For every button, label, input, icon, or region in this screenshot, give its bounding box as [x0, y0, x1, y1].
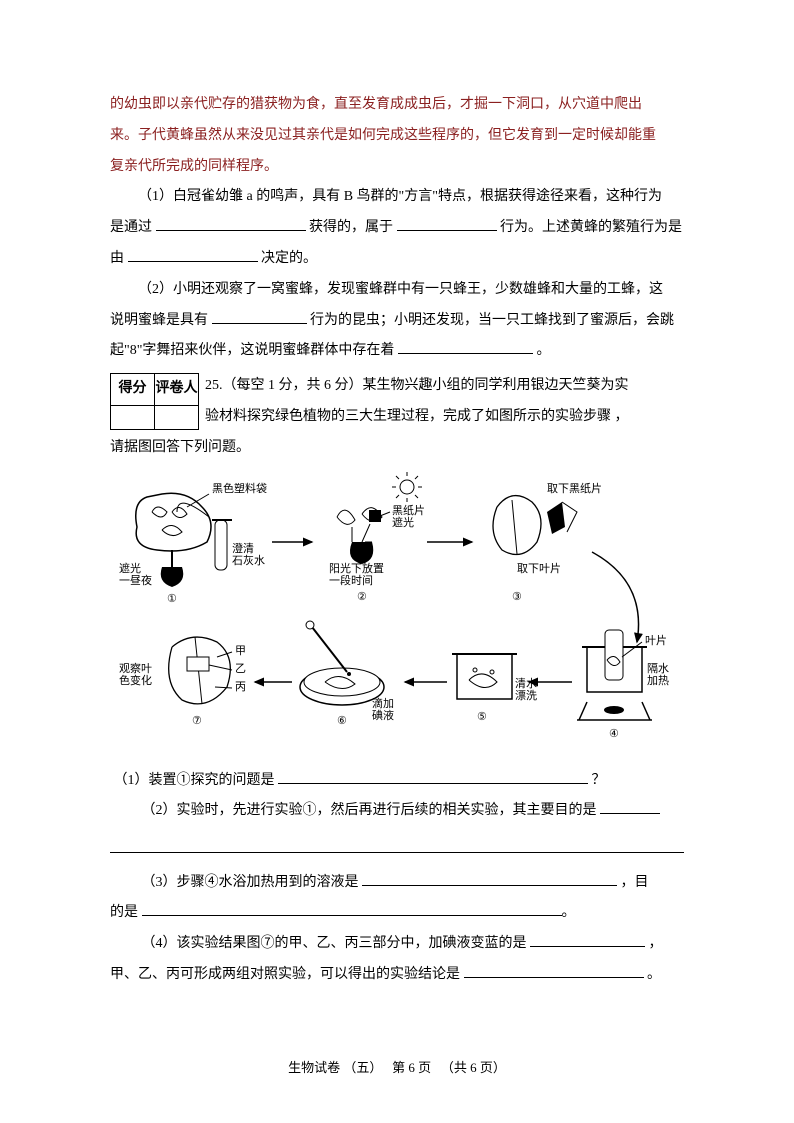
- svg-text:黑色塑料袋: 黑色塑料袋: [212, 481, 267, 495]
- svg-text:丙: 丙: [235, 681, 246, 693]
- q2-blank-1[interactable]: [212, 307, 307, 324]
- score-cell-1[interactable]: [111, 405, 155, 429]
- q25-stem-3: 请据图回答下列问题。: [110, 433, 684, 464]
- page-footer: 生物试卷 （五） 第 6 页 （共 6 页）: [0, 1054, 794, 1083]
- step-5: 清水漂洗 ⑤: [452, 654, 537, 723]
- q1-blank-1[interactable]: [156, 214, 306, 231]
- score-table: 得分 评卷人: [110, 373, 199, 430]
- experiment-diagram: 黑色塑料袋 遮光一昼夜 澄清石灰水 ① 黑纸片遮光 阳光下放置一段时间 ② 取下…: [110, 464, 684, 766]
- svg-text:④: ④: [609, 728, 619, 740]
- footer-a: 生物试卷 （五）: [288, 1060, 382, 1075]
- step-1: 黑色塑料袋 遮光一昼夜 澄清石灰水 ①: [119, 481, 267, 605]
- svg-text:取下黑纸片: 取下黑纸片: [547, 482, 602, 495]
- q2-l2b: 行为的昆虫；小明还发现，当一只工蜂找到了蜜源后，会跳: [310, 313, 674, 328]
- q25s4b: ，: [649, 936, 663, 951]
- q25-sub-1: （1）装置①探究的问题是 ？: [110, 766, 684, 797]
- q25s2-blank-b[interactable]: [110, 833, 684, 853]
- q25s1b: ？: [592, 773, 606, 788]
- q2-l2a: 说明蜜蜂是具有: [110, 313, 208, 328]
- q25s1a: （1）装置①探究的问题是: [114, 773, 275, 788]
- q1-m4: 由: [110, 251, 124, 266]
- svg-text:隔水加热: 隔水加热: [647, 662, 669, 687]
- score-cell-2[interactable]: [155, 405, 199, 429]
- step-3: 取下黑纸片 取下叶片 ③: [493, 482, 602, 603]
- intro-line-1: 的幼虫即以亲代贮存的猎获物为食，直至发育成成虫后，才掘一下洞口，从穴道中爬出: [110, 90, 684, 121]
- q25s3-blank-a[interactable]: [362, 869, 617, 886]
- q1-m2: 获得的，属于: [309, 220, 393, 235]
- step-2: 黑纸片遮光 阳光下放置一段时间 ②: [329, 472, 425, 603]
- q25s4d: 。: [647, 967, 661, 982]
- q25-sub-4b: 甲、乙、丙可形成两组对照实验，可以得出的实验结论是 。: [110, 960, 684, 991]
- q25-sub-2: （2）实验时，先进行实验①，然后再进行后续的相关实验，其主要目的是: [110, 796, 684, 827]
- svg-text:遮光一昼夜: 遮光一昼夜: [119, 561, 152, 587]
- svg-text:乙: 乙: [235, 662, 246, 675]
- q25s3b: ，目: [621, 875, 649, 890]
- q2-blank-2[interactable]: [398, 338, 533, 355]
- q1-m1: 是通过: [110, 220, 152, 235]
- score-h2: 评卷人: [155, 374, 199, 406]
- passage-intro: 的幼虫即以亲代贮存的猎获物为食，直至发育成成虫后，才掘一下洞口，从穴道中爬出 来…: [110, 90, 684, 182]
- svg-text:观察叶色变化: 观察叶色变化: [119, 661, 152, 687]
- svg-text:甲: 甲: [235, 645, 246, 657]
- q25s3-blank-b[interactable]: [142, 900, 562, 917]
- q2-l3a: 起"8"字舞招来伙伴，这说明蜜蜂群体中存在着: [110, 343, 394, 358]
- svg-text:⑥: ⑥: [337, 715, 347, 727]
- q25s1-blank[interactable]: [278, 767, 588, 784]
- q25s4c: 甲、乙、丙可形成两组对照实验，可以得出的实验结论是: [110, 967, 460, 982]
- q25s4-blank-b[interactable]: [464, 961, 644, 978]
- q25-sub-4: （4）该实验结果图⑦的甲、乙、丙三部分中，加碘液变蓝的是 ，: [110, 929, 684, 960]
- q25-sub-3: （3）步骤④水浴加热用到的溶液是 ，目: [110, 868, 684, 899]
- q1-blank-2[interactable]: [397, 214, 497, 231]
- arrow-icon: [592, 552, 639, 642]
- q1-prefix: （1）白冠雀幼雏 a 的鸣声，具有 B 鸟群的"方言"特点，根据获得途径来看，这…: [138, 189, 662, 204]
- q1-blank-3[interactable]: [128, 245, 258, 262]
- svg-text:叶片: 叶片: [645, 634, 667, 647]
- svg-text:澄清石灰水: 澄清石灰水: [232, 541, 265, 567]
- q25s2a: （2）实验时，先进行实验①，然后再进行后续的相关实验，其主要目的是: [142, 803, 597, 818]
- q25s2-blank-a[interactable]: [600, 798, 660, 815]
- svg-text:黑纸片遮光: 黑纸片遮光: [392, 504, 425, 529]
- svg-text:取下叶片: 取下叶片: [517, 562, 561, 575]
- question-2: （2）小明还观察了一窝蜜蜂，发现蜜蜂群中有一只蜂王，少数雄蜂和大量的工蜂，这 说…: [110, 275, 684, 367]
- step-4: 叶片 隔水加热 ④: [577, 630, 669, 740]
- svg-text:⑤: ⑤: [477, 711, 487, 723]
- question-25: 得分 评卷人 25.（每空 1 分，共 6 分）某生物兴趣小组的同学利用银边天竺…: [110, 371, 684, 463]
- step-7: 甲 乙 丙 观察叶色变化 ⑦: [119, 637, 246, 727]
- diagram-svg: 黑色塑料袋 遮光一昼夜 澄清石灰水 ① 黑纸片遮光 阳光下放置一段时间 ② 取下…: [117, 472, 677, 762]
- intro-line-3: 复亲代所完成的同样程序。: [110, 152, 684, 183]
- svg-text:③: ③: [512, 591, 522, 603]
- q25s4-blank-a[interactable]: [530, 930, 645, 947]
- q25s3c: 的是: [110, 905, 138, 920]
- svg-text:清水漂洗: 清水漂洗: [515, 677, 537, 702]
- q25s3a: （3）步骤④水浴加热用到的溶液是: [142, 875, 359, 890]
- score-h1: 得分: [111, 374, 155, 406]
- q1-m5: 决定的。: [261, 251, 317, 266]
- footer-b: 第 6 页: [392, 1060, 431, 1075]
- footer-c: （共 6 页）: [441, 1060, 506, 1075]
- svg-text:⑦: ⑦: [192, 715, 202, 727]
- step-6: 滴加碘液 ⑥: [300, 621, 394, 727]
- q2-l3b: 。: [536, 343, 550, 358]
- question-1: （1）白冠雀幼雏 a 的鸣声，具有 B 鸟群的"方言"特点，根据获得途径来看，这…: [110, 182, 684, 274]
- q1-m3: 行为。上述黄蜂的繁殖行为是: [500, 220, 682, 235]
- svg-text:阳光下放置一段时间: 阳光下放置一段时间: [329, 561, 384, 587]
- q25s4a: （4）该实验结果图⑦的甲、乙、丙三部分中，加碘液变蓝的是: [142, 936, 527, 951]
- q25-sub-3b: 的是 。: [110, 898, 684, 929]
- svg-text:滴加碘液: 滴加碘液: [372, 696, 394, 722]
- intro-line-2: 来。子代黄蜂虽然从来没见过其亲代是如何完成这些程序的，但它发育到一定时候却能重: [110, 121, 684, 152]
- q2-l1: （2）小明还观察了一窝蜜蜂，发现蜜蜂群中有一只蜂王，少数雄蜂和大量的工蜂，这: [138, 282, 663, 297]
- svg-text:①: ①: [167, 593, 177, 605]
- svg-text:②: ②: [357, 591, 367, 603]
